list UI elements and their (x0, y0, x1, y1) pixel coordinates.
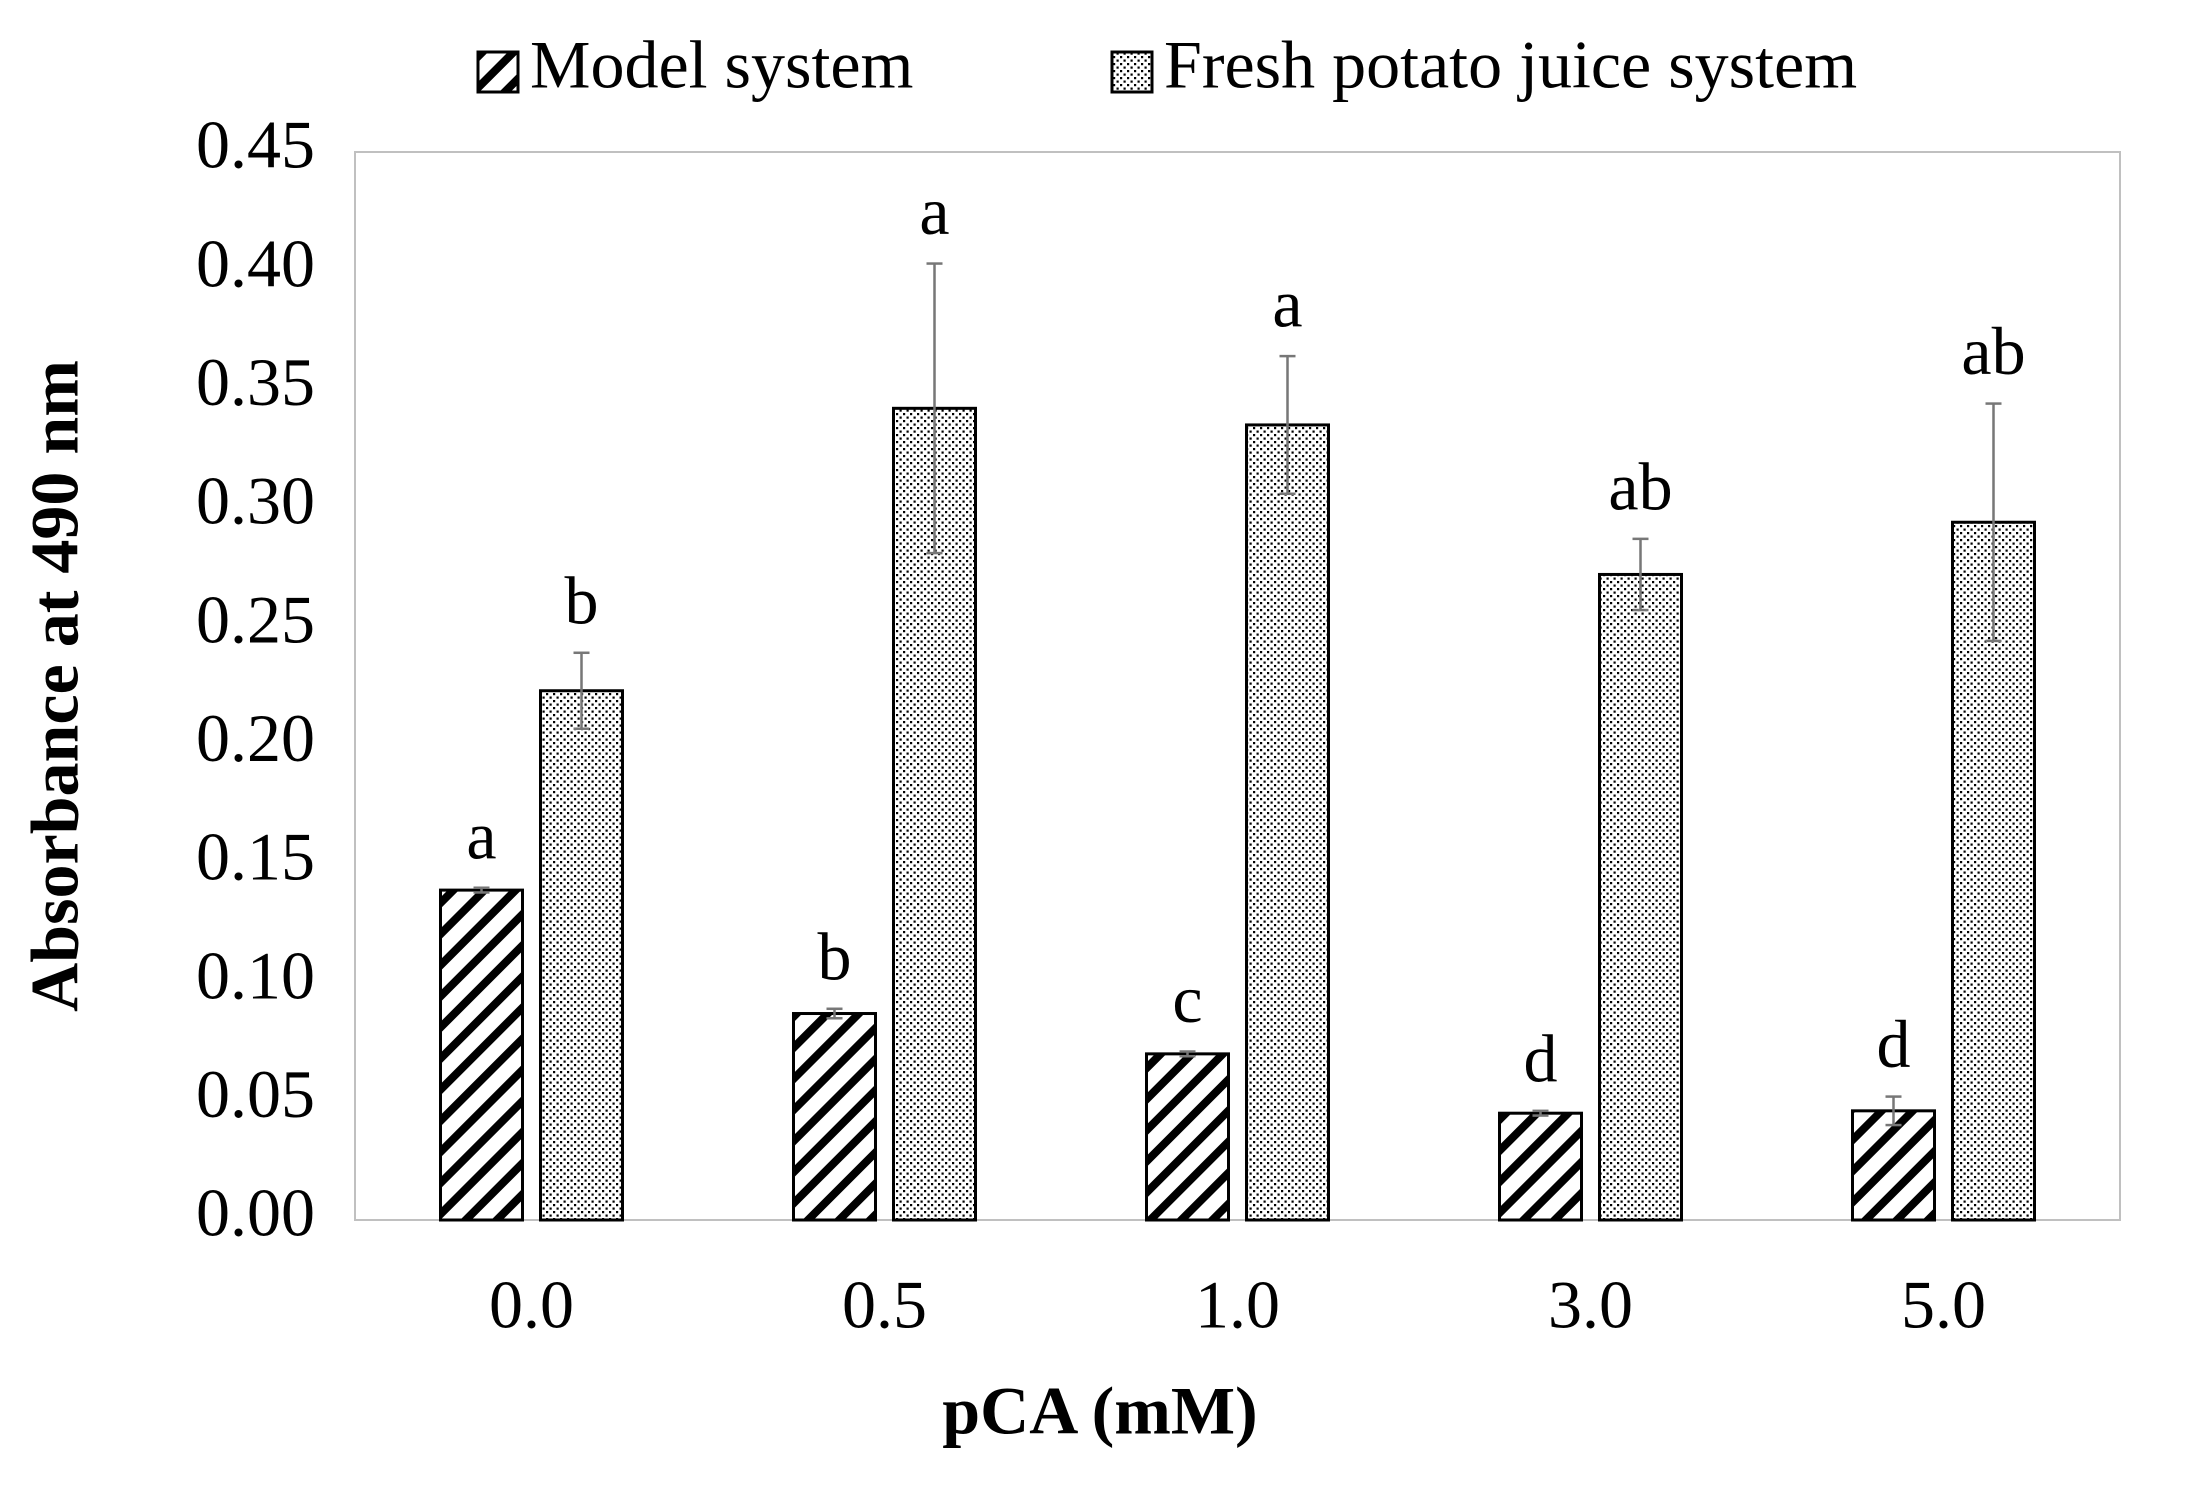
significance-label: d (1524, 1020, 1558, 1096)
y-tick-label: 0.05 (196, 1056, 315, 1132)
significance-label: c (1172, 961, 1202, 1037)
x-tick-label: 5.0 (1901, 1267, 1986, 1343)
significance-label: a (466, 797, 496, 873)
bar (1145, 1052, 1230, 1222)
x-axis-title: pCA (mM) (942, 1373, 1257, 1449)
legend-label: Fresh potato juice system (1164, 27, 1857, 103)
significance-label: a (1272, 266, 1302, 342)
legend-swatch (1110, 50, 1154, 94)
bar (439, 888, 524, 1222)
bar (1851, 1109, 1936, 1222)
bar (1598, 572, 1683, 1222)
x-tick-label: 0.5 (842, 1267, 927, 1343)
significance-label: d (1877, 1006, 1911, 1082)
y-tick-label: 0.10 (196, 937, 315, 1013)
x-tick-label: 1.0 (1195, 1267, 1280, 1343)
significance-label: ab (1961, 313, 2025, 389)
y-tick-label: 0.25 (196, 581, 315, 657)
bar (1498, 1111, 1583, 1222)
bar (539, 689, 624, 1222)
significance-label: b (818, 918, 852, 994)
legend-label: Model system (530, 27, 913, 103)
x-tick-label: 0.0 (489, 1267, 574, 1343)
y-tick-label: 0.20 (196, 700, 315, 776)
y-tick-label: 0.45 (196, 107, 315, 183)
legend-swatch (476, 50, 520, 94)
y-axis-title: Absorbance at 490 nm (17, 360, 93, 1012)
y-tick-label: 0.30 (196, 463, 315, 539)
significance-label: ab (1608, 448, 1672, 524)
plot-frame (354, 151, 2121, 1221)
y-tick-label: 0.40 (196, 225, 315, 301)
y-tick-label: 0.15 (196, 819, 315, 895)
bar (792, 1012, 877, 1222)
bar (1245, 423, 1330, 1222)
significance-label: b (565, 562, 599, 638)
y-tick-label: 0.35 (196, 344, 315, 420)
x-tick-label: 3.0 (1548, 1267, 1633, 1343)
y-tick-label: 0.00 (196, 1175, 315, 1251)
significance-label: a (919, 173, 949, 249)
